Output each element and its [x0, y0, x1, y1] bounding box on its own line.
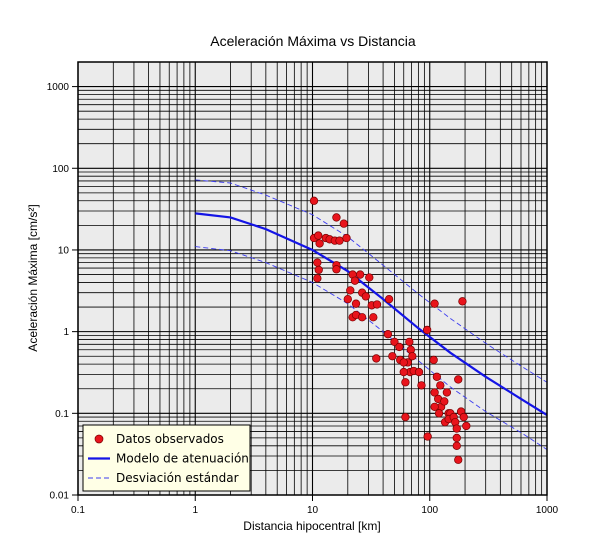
data-point: [423, 432, 432, 441]
data-point: [399, 367, 408, 377]
data-point: [405, 337, 414, 346]
data-point: [452, 433, 461, 443]
data-point: [313, 274, 322, 283]
data-point: [430, 402, 439, 412]
legend-label: Desviación estándar: [116, 471, 239, 485]
model-line: [195, 212, 548, 417]
y-tick-label: 0.1: [55, 409, 69, 420]
data-point: [408, 352, 417, 361]
data-point: [388, 352, 397, 361]
y-axis-label: Aceleración Máxima [cm/s²]: [26, 204, 40, 351]
y-tick-label: 10: [58, 245, 70, 256]
data-point: [442, 388, 452, 397]
data-point: [454, 375, 463, 384]
grid: [77, 61, 547, 496]
data-point: [339, 219, 348, 228]
data-point: [351, 299, 361, 308]
data-point: [452, 424, 461, 433]
data-point: [315, 239, 324, 248]
data-point: [452, 441, 461, 450]
data-point: [436, 381, 445, 390]
data-point: [432, 372, 442, 381]
series-lines: [195, 179, 548, 450]
data-point: [429, 355, 438, 365]
data-point: [462, 421, 471, 431]
data-point: [342, 233, 351, 243]
data-point: [335, 236, 344, 245]
x-tick-label: 0.1: [71, 505, 85, 516]
data-point: [440, 397, 449, 406]
data-point: [430, 388, 439, 397]
data-point: [434, 409, 444, 418]
data-point: [314, 265, 323, 275]
legend-label: Modelo de atenuación: [116, 452, 249, 466]
x-tick-label: 1000: [536, 505, 559, 516]
data-point: [401, 412, 410, 422]
data-point: [346, 286, 355, 295]
legend-marker-points: [94, 434, 104, 444]
data-point: [361, 292, 370, 301]
data-point: [430, 299, 439, 308]
data-point: [372, 354, 381, 363]
data-point: [384, 294, 394, 304]
data-point: [401, 378, 410, 387]
chart-title: Aceleración Máxima vs Distancia: [210, 33, 416, 49]
data-point: [343, 294, 352, 304]
legend: Datos observados Modelo de atenuación Desv…: [82, 424, 251, 492]
x-tick-label: 1: [192, 505, 198, 516]
data-point: [357, 313, 367, 322]
data-point: [332, 265, 341, 274]
data-point: [369, 313, 378, 322]
data-point: [414, 367, 424, 377]
data-point: [314, 231, 323, 240]
data-point: [313, 258, 322, 267]
data-point: [383, 330, 393, 339]
data-point: [350, 276, 360, 285]
data-point: [422, 325, 432, 335]
data-point: [454, 455, 463, 464]
y-tick-label: 1000: [47, 82, 70, 93]
data-point: [390, 337, 399, 346]
data-point: [309, 196, 319, 205]
data-point: [459, 412, 468, 422]
data-point: [399, 358, 408, 367]
x-tick-label: 100: [421, 505, 438, 516]
data-point: [356, 270, 365, 279]
data-point: [372, 300, 382, 309]
data-points: [309, 196, 471, 464]
y-tick-label: 100: [52, 164, 69, 175]
data-point: [332, 213, 341, 222]
std-lower-line: [195, 246, 548, 450]
data-point: [417, 381, 426, 390]
data-point: [365, 273, 374, 282]
legend-box: [82, 424, 251, 492]
y-tick-label: 1: [63, 327, 69, 338]
x-tick-label: 10: [307, 505, 319, 516]
data-point: [395, 342, 404, 352]
x-axis-label: Distancia hipocentral [km]: [243, 519, 380, 533]
legend-label: Datos observados: [116, 432, 224, 446]
y-tick-label: 0.01: [50, 491, 70, 502]
data-point: [458, 297, 467, 306]
std-upper-line: [195, 179, 548, 383]
